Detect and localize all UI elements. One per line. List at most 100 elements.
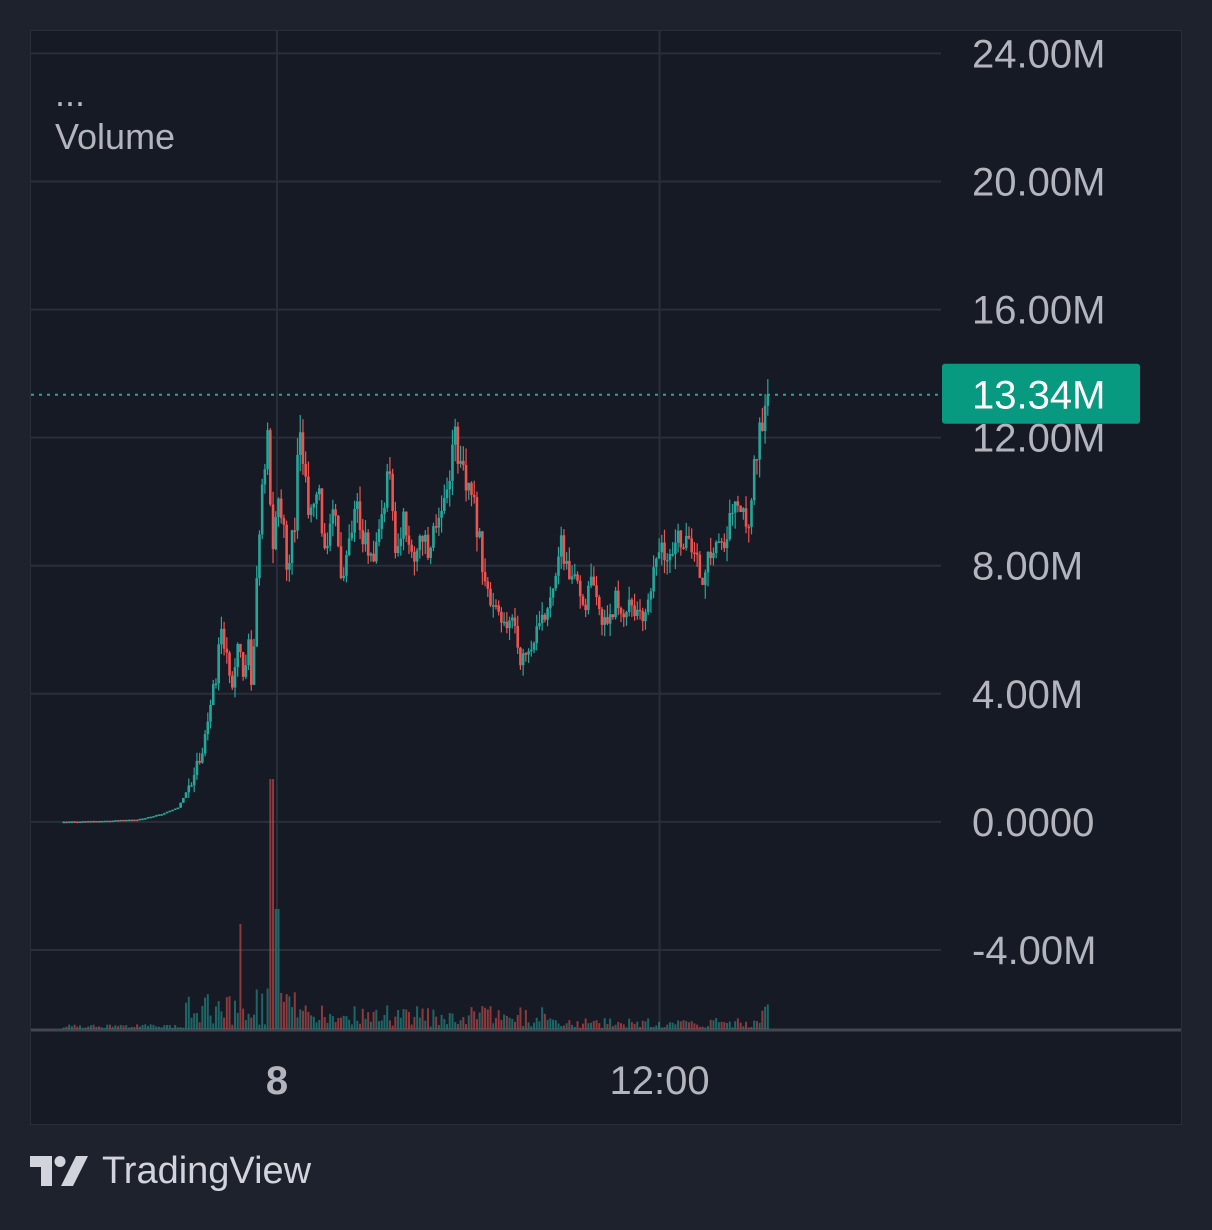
candle-body: [116, 820, 120, 822]
volume-bar: [649, 1026, 652, 1029]
tradingview-brand-label[interactable]: TradingView: [102, 1150, 312, 1192]
candle-body: [372, 553, 375, 562]
candle-body: [331, 509, 335, 524]
candle-body: [211, 684, 215, 705]
time-axis[interactable]: 8 12:00: [266, 1059, 710, 1103]
volume-bar: [68, 1024, 71, 1029]
candle-body: [524, 653, 528, 655]
legend-ellipsis[interactable]: ...: [55, 73, 86, 114]
chart-frame[interactable]: 24.00M 20.00M 16.00M 12.00M 8.00M 4.00M 0.0000…: [30, 30, 1182, 1125]
candle-body: [152, 816, 155, 818]
candle-body: [665, 560, 669, 562]
candle-body: [486, 581, 490, 589]
candle-body: [233, 667, 237, 688]
candle-body: [679, 530, 683, 548]
candle-body: [752, 459, 756, 501]
volume-bar: [454, 1022, 457, 1029]
volume-bar: [535, 1017, 538, 1029]
candle-body: [328, 523, 332, 546]
volume-bar: [470, 1007, 473, 1029]
volume-bar: [717, 1022, 720, 1029]
candle-body: [157, 814, 161, 816]
tradingview-logo-icon[interactable]: [30, 1155, 88, 1188]
candle-body: [258, 534, 261, 579]
volume-bar: [538, 1021, 541, 1029]
volume-bar: [190, 1017, 193, 1029]
volume-bar: [342, 1015, 345, 1029]
volume-bar: [146, 1025, 149, 1029]
price-axis[interactable]: 24.00M 20.00M 16.00M 12.00M 8.00M 4.00M 0.0000…: [972, 32, 1105, 973]
candle-body: [377, 528, 381, 542]
volume-bar: [106, 1024, 109, 1029]
candle-body: [114, 820, 117, 822]
candle-body: [415, 550, 419, 562]
candle-body: [543, 614, 547, 620]
volume-bar: [87, 1026, 90, 1029]
candle-body: [252, 646, 256, 685]
candle-body: [568, 560, 571, 580]
volume-bar: [125, 1025, 128, 1029]
volume-bar: [84, 1027, 87, 1029]
volume-bar: [269, 779, 272, 1029]
candle-body: [228, 652, 231, 676]
candle-body: [122, 819, 125, 822]
candle-body: [225, 648, 229, 653]
volume-bar: [388, 1020, 391, 1029]
candle-body: [695, 552, 699, 555]
candle-body: [366, 532, 370, 556]
candle-body: [67, 821, 71, 824]
volume-bar: [233, 1000, 236, 1029]
candle-body: [274, 517, 278, 550]
candle-body: [625, 612, 628, 618]
volume-bar: [81, 1027, 84, 1029]
candle-body: [646, 599, 650, 613]
volume-bar: [581, 1023, 584, 1029]
candle-body: [573, 574, 577, 577]
volume-bar: [459, 1020, 462, 1029]
candle-body: [364, 532, 367, 545]
volume-bar: [766, 1004, 769, 1029]
candle-body: [584, 604, 587, 611]
volume-bar: [353, 1006, 356, 1029]
volume-bar: [367, 1012, 370, 1029]
candle-body: [440, 510, 443, 518]
candle-body: [141, 818, 144, 821]
candle-body: [249, 639, 253, 685]
candle-body: [562, 535, 566, 564]
volume-bar: [432, 1009, 435, 1029]
candle-body: [619, 608, 623, 614]
candle-body: [135, 819, 139, 822]
volume-bar: [209, 1015, 212, 1029]
volume-bar: [522, 1025, 525, 1029]
volume-bar: [519, 1007, 522, 1029]
volume-bar: [728, 1021, 731, 1029]
volume-bar: [655, 1025, 658, 1029]
candle-body: [195, 760, 199, 776]
volume-bar: [513, 1021, 516, 1029]
volume-bar: [212, 1023, 215, 1029]
volume-bar: [709, 1019, 712, 1029]
volume-bar: [723, 1022, 726, 1029]
volume-bar: [736, 1018, 739, 1029]
candle-body: [432, 526, 435, 548]
volume-bar: [693, 1023, 696, 1029]
candle-body: [413, 551, 416, 562]
candle-body: [206, 721, 210, 735]
candle-body: [717, 541, 721, 543]
candle-body: [288, 563, 291, 570]
candle-body: [184, 792, 188, 798]
candle-body: [592, 576, 596, 586]
volume-bar: [100, 1027, 103, 1029]
volume-bar: [244, 1020, 247, 1029]
chart-canvas[interactable]: 24.00M 20.00M 16.00M 12.00M 8.00M 4.00M 0.0000…: [31, 31, 1181, 1124]
volume-bar: [195, 1012, 198, 1029]
candle-body: [418, 535, 422, 551]
candle-body: [402, 511, 405, 539]
volume-bar: [108, 1024, 111, 1029]
volume-bar: [758, 1022, 761, 1029]
volume-bar: [62, 1027, 65, 1029]
last-price-tag: 13.34M: [942, 363, 1140, 424]
last-price-tag-bg: [942, 363, 1140, 424]
candle-body: [576, 574, 579, 581]
candle-body: [614, 590, 617, 618]
